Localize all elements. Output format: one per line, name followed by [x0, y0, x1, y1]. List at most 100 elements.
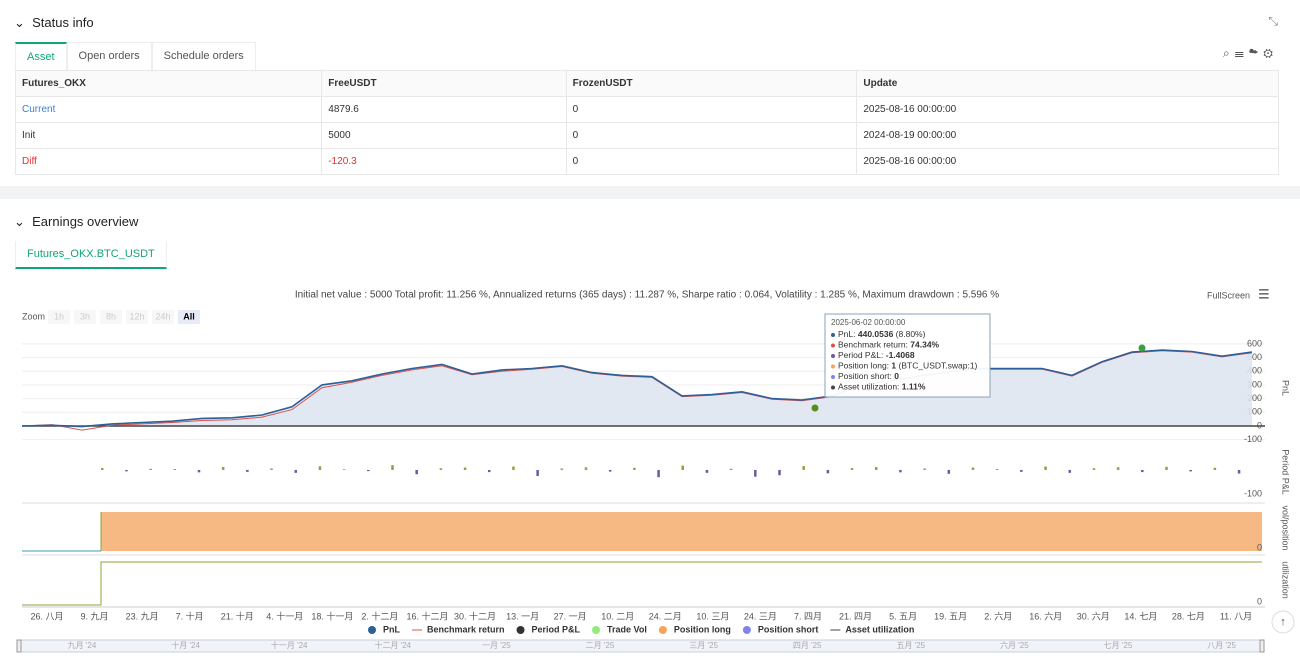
menu-icon[interactable]: ☰: [1258, 286, 1270, 301]
position-long-area: [101, 512, 1262, 551]
zoom-button-bg[interactable]: [48, 310, 70, 324]
status-title[interactable]: ⌄ Status info: [14, 15, 94, 30]
navigator-label: 五月 '25: [896, 641, 925, 650]
x-tick-label: 30. 十二月: [454, 610, 496, 621]
navigator-label: 十一月 '24: [271, 640, 308, 650]
period-bar: [173, 468, 177, 470]
chart: Initial net value : 5000 Total profit: 1…: [16, 286, 1295, 653]
collapse-icon[interactable]: ⤡: [1268, 14, 1278, 28]
x-tick-label: 21. 十月: [221, 610, 254, 621]
legend-symbol: [516, 626, 525, 634]
cell: -120.3: [321, 148, 567, 175]
period-bar: [1068, 469, 1071, 473]
cell: 2024-08-19 00:00:00: [856, 122, 1279, 149]
x-tick-label: 24. 三月: [744, 611, 777, 621]
navigator-label: 九月 '24: [68, 641, 97, 650]
earnings-tabs: Futures_OKX.BTC_USDT: [15, 241, 167, 269]
zoom-button-bg[interactable]: [152, 310, 174, 324]
zoom-button[interactable]: All: [183, 311, 195, 321]
legend-item[interactable]: Position long: [674, 624, 731, 634]
x-tick-label: 4. 十一月: [266, 610, 303, 621]
x-tick-label: 7. 十月: [176, 610, 204, 621]
period-bar: [1141, 469, 1144, 473]
status-tabs: Asset Open orders Schedule orders: [15, 42, 256, 70]
tab[interactable]: Futures_OKX.BTC_USDT: [15, 241, 167, 269]
period-bar: [947, 469, 951, 474]
y-tick-label: 300: [1247, 379, 1262, 389]
y-tick-label: 200: [1247, 393, 1262, 403]
fullscreen[interactable]: FullScreen: [1207, 290, 1250, 300]
header-row: Futures_OKX FreeUSDT FrozenUSDT Update: [14, 70, 1279, 97]
period-bar: [729, 468, 733, 470]
toolbar-icons[interactable]: ⌕☰☁⚙: [1222, 46, 1278, 60]
period-bar: [608, 469, 612, 472]
x-tick-label: 9. 九月: [81, 611, 109, 621]
period-bar: [342, 469, 346, 470]
y-tick-label: 600: [1247, 338, 1262, 348]
zoom-button[interactable]: 1h: [54, 311, 64, 321]
cell: 0: [565, 148, 858, 175]
zoom-button-bg[interactable]: [74, 310, 96, 324]
period-bar: [1044, 466, 1047, 470]
legend-item[interactable]: Position short: [758, 624, 819, 634]
x-tick-label: 28. 七月: [1172, 611, 1205, 621]
legend-symbol: [742, 626, 751, 634]
cell: 0: [565, 96, 858, 123]
period-bar: [826, 469, 830, 474]
legend-item[interactable]: Period P&L: [532, 624, 581, 634]
period-bar: [197, 469, 201, 473]
zoom-button-bg[interactable]: [126, 310, 148, 324]
header-cell: Update: [856, 70, 1279, 97]
zoom-button[interactable]: 8h: [106, 311, 116, 321]
period-bar: [439, 468, 443, 470]
earnings-title-text: Earnings overview: [32, 214, 139, 229]
navigator-handle[interactable]: [16, 639, 22, 653]
cell: 2025-08-16 00:00:00: [856, 148, 1279, 175]
zoom-button-bg[interactable]: [100, 310, 122, 324]
navigator-label: 八月 '25: [1207, 641, 1236, 650]
period-bar: [584, 467, 588, 470]
period-bar: [657, 469, 660, 478]
x-tick-label: 21. 四月: [839, 611, 872, 621]
period-bar: [850, 468, 854, 470]
earnings-panel: ⌄ Earnings overview Futures_OKX.BTC_USDT: [0, 199, 1300, 668]
navigator: [17, 639, 1264, 653]
y-tick-label: 500: [1247, 352, 1262, 362]
zoom-button-bg[interactable]: [178, 310, 200, 324]
legend-item[interactable]: PnL: [383, 624, 401, 634]
period-bar: [318, 466, 322, 470]
x-tick-label: 16. 十二月: [406, 610, 448, 621]
tab[interactable]: Open orders: [66, 42, 152, 70]
tooltip-dot: [831, 333, 835, 337]
legend-item[interactable]: Asset utilization: [845, 624, 914, 634]
x-tick-label: 16. 六月: [1029, 610, 1062, 621]
navigator-handle[interactable]: [1259, 639, 1265, 653]
period-bar: [633, 467, 636, 470]
period-bar: [221, 467, 225, 470]
tab[interactable]: Schedule orders: [151, 42, 256, 70]
period-bar: [1237, 469, 1241, 474]
x-tick-label: 19. 五月: [934, 611, 967, 621]
tooltip-line: Asset utilization: 1.11%: [838, 382, 926, 392]
zoom-button[interactable]: 12h: [129, 311, 144, 321]
summary: Initial net value : 5000 Total profit: 1…: [295, 290, 999, 301]
cell: 5000: [321, 122, 567, 149]
tooltip-value: -1.4068: [886, 350, 915, 360]
period-bar: [995, 468, 999, 470]
zoom-button[interactable]: 3h: [80, 311, 90, 321]
tooltip-dot: [831, 385, 835, 390]
utilization-line: [22, 561, 1262, 606]
legend-item[interactable]: Trade Vol: [607, 624, 647, 634]
period-bar: [681, 465, 684, 470]
scroll-top[interactable]: [1271, 610, 1295, 634]
trade-marker: [1138, 344, 1146, 352]
period-bar: [754, 469, 757, 477]
tooltip-line: Benchmark return: 74.34%: [838, 340, 940, 350]
earnings-title[interactable]: ⌄ Earnings overview: [14, 214, 139, 229]
zoom-button[interactable]: 24h: [155, 311, 170, 321]
tab[interactable]: Asset: [15, 42, 67, 70]
tooltip-label: Position short:: [838, 371, 894, 381]
period-bar: [923, 468, 926, 470]
asset-table: Futures_OKX FreeUSDT FrozenUSDT Update Curre…: [14, 70, 1279, 175]
legend-item[interactable]: Benchmark return: [427, 624, 505, 634]
